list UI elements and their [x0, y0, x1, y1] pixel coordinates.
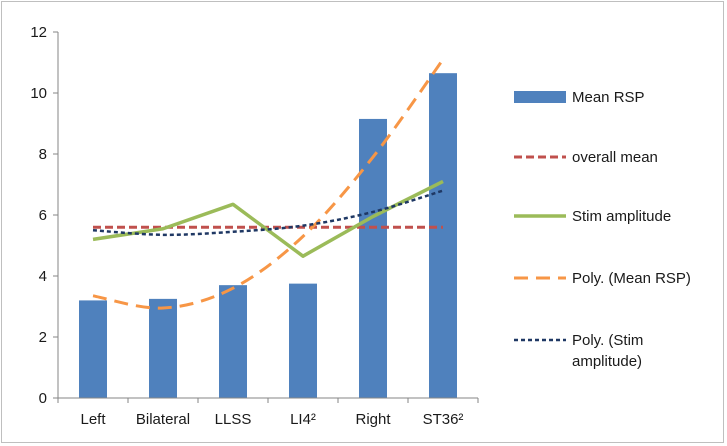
x-tick-label: LI4²: [290, 411, 316, 428]
y-axis-ticks: 0 2 4 6 8 10 12: [30, 24, 58, 407]
bar-mean-rsp: [219, 285, 247, 398]
y-tick-label: 12: [30, 24, 47, 41]
bar-mean-rsp: [359, 118, 387, 399]
x-tick-label: LLSS: [215, 411, 252, 428]
bar-mean-rsp: [429, 73, 457, 399]
legend-label: Mean RSP: [572, 89, 645, 106]
y-tick-label: 0: [39, 390, 47, 407]
x-tick-label: Right: [355, 411, 391, 428]
legend-label: Poly. (Stim amplitude): [572, 332, 643, 370]
bar-mean-rsp: [79, 300, 107, 398]
legend-label: overall mean: [572, 149, 658, 166]
x-tick-label: Bilateral: [136, 411, 190, 428]
legend: Mean RSP overall mean Stim amplitude Poly. …: [514, 89, 691, 370]
lines: [92, 58, 445, 310]
x-axis-ticks: Left Bilateral LLSS LI4² Right ST36²: [57, 398, 479, 428]
bars: [79, 73, 457, 399]
legend-label: Stim amplitude: [572, 208, 671, 225]
y-tick-label: 8: [39, 146, 47, 163]
y-tick-label: 4: [39, 268, 47, 285]
series-line-poly-mean-rsp: [92, 58, 445, 310]
x-tick-label: Left: [80, 411, 106, 428]
bar-mean-rsp: [149, 298, 177, 398]
legend-label: Poly. (Mean RSP): [572, 270, 691, 287]
legend-swatch: [514, 91, 566, 103]
y-tick-label: 2: [39, 329, 47, 346]
y-tick-label: 10: [30, 85, 47, 102]
y-tick-label: 6: [39, 207, 47, 224]
bar-mean-rsp: [289, 283, 317, 398]
x-tick-label: ST36²: [423, 411, 464, 428]
series-line-stim-amplitude: [92, 179, 444, 258]
series-line-poly-stim-amplitude: [92, 189, 444, 237]
